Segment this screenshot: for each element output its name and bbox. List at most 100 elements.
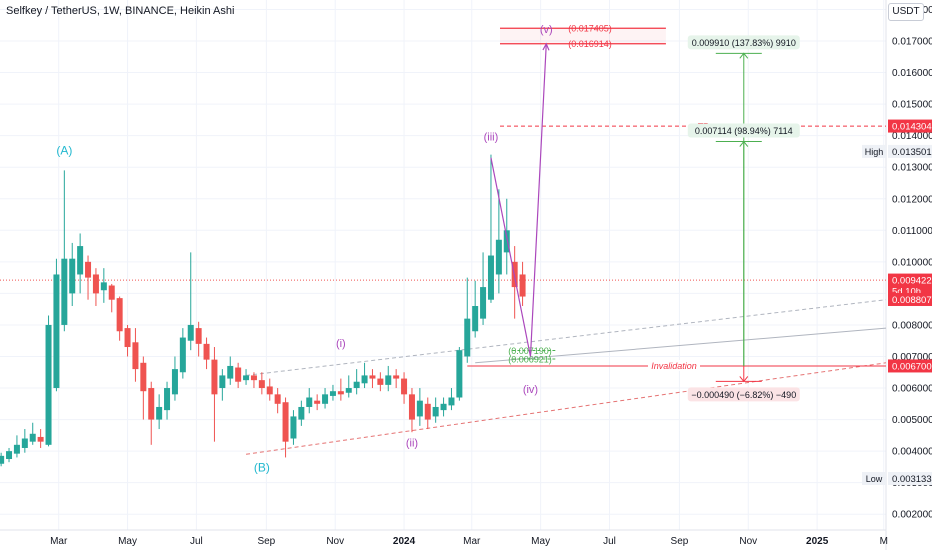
currency-unit-button[interactable]: USDT	[888, 3, 924, 21]
x-tick-label: May	[118, 536, 137, 547]
candle-body	[329, 391, 336, 396]
candle-body	[124, 328, 131, 348]
candle-body	[21, 438, 28, 448]
candle-body	[401, 378, 408, 395]
x-tick-label: Nov	[326, 536, 344, 547]
y-tick-label: 0.016000	[892, 68, 932, 79]
y-tick-label: 0.014000	[892, 131, 932, 142]
candle-body	[211, 359, 218, 395]
candle-body	[472, 306, 479, 332]
candle-body	[243, 375, 250, 381]
candle-body	[424, 403, 431, 420]
target-zone	[499, 28, 666, 44]
y-tick-label: 0.008000	[892, 320, 932, 331]
price-label-bg	[888, 292, 932, 306]
buy-zone-upper-label: (0.007190)	[508, 346, 552, 356]
candle-body	[448, 397, 455, 406]
wave-label-sub: (ii)	[406, 437, 418, 449]
measure-label: 0.009910 (137.83%) 9910	[692, 38, 796, 48]
x-tick-label: Mar	[463, 536, 481, 547]
candle-body	[337, 391, 344, 395]
candle-body	[282, 402, 289, 442]
projection-arrow-head	[542, 42, 550, 51]
low-tag-bg	[862, 471, 886, 485]
candle-body	[519, 274, 526, 297]
target-zone-lower-label: (0.016914)	[568, 39, 612, 49]
x-tick-label: May	[531, 536, 550, 547]
candle-body	[416, 400, 423, 417]
price-label: 0.009422	[892, 276, 932, 287]
candle-body	[456, 350, 463, 398]
price-label: 0.008807	[892, 295, 932, 306]
candle-body	[385, 375, 392, 385]
channel-mid-line	[475, 327, 887, 364]
buy-zone-lower-label: (0.006921)	[508, 354, 552, 364]
x-tick-label: Sep	[257, 536, 275, 547]
candle-body	[148, 388, 155, 420]
candle-body	[353, 381, 360, 389]
measure-label-bg	[687, 387, 800, 402]
x-tick-label: Nov	[739, 536, 757, 547]
price-label: 5d 10h	[892, 286, 921, 297]
candle-body	[195, 328, 202, 344]
y-tick-label: 0.002000	[892, 510, 932, 521]
measure-label: −0.000490 (−6.82%) −490	[691, 390, 796, 400]
candle-body	[100, 282, 107, 291]
candle-body	[377, 378, 384, 385]
candle-body	[0, 455, 5, 464]
candle-body	[13, 444, 20, 454]
candle-body	[322, 394, 329, 404]
candle-body	[408, 394, 415, 420]
y-tick-label: 0.017000	[892, 37, 932, 48]
candle-body	[464, 318, 471, 357]
x-tick-label: Jul	[190, 536, 203, 547]
y-tick-label: 0.004000	[892, 447, 932, 458]
y-tick-label: 0.006000	[892, 384, 932, 395]
measure-label-bg	[687, 35, 800, 50]
candle-body	[69, 258, 76, 294]
y-tick-label: 0.007000	[892, 352, 932, 363]
invalidation-label: Invalidation	[651, 361, 697, 371]
candle-body	[258, 380, 265, 389]
measure-arrow	[739, 376, 749, 383]
price-label-bg	[888, 273, 932, 287]
candle-body	[432, 406, 439, 417]
x-tick-label: Jul	[603, 536, 616, 547]
wave-label-sub: (v)	[540, 24, 553, 36]
price-label-bg	[888, 359, 932, 373]
candle-body	[227, 365, 234, 379]
candle-body	[53, 274, 60, 389]
candle-body	[298, 406, 305, 420]
chart-title: Selfkey / TetherUS, 1W, BINANCE, Heikin …	[6, 5, 235, 17]
measure-arrow	[739, 52, 749, 59]
candle-body	[440, 403, 447, 411]
candle-body	[29, 433, 36, 442]
candle-body	[290, 416, 297, 439]
candle-body	[179, 337, 186, 373]
wave-label-sub: (i)	[336, 338, 346, 350]
candle-body	[77, 246, 84, 275]
price-label: 0.014304	[892, 122, 932, 133]
candle-body	[116, 298, 123, 332]
candle-body	[487, 255, 494, 300]
x-tick-label: M	[880, 536, 888, 547]
y-tick-label: 0.013000	[892, 163, 932, 174]
price-label-bg	[888, 119, 932, 133]
high-tag-bg	[862, 144, 886, 158]
y-tick-label: 0.010000	[892, 257, 932, 268]
candle-body	[108, 285, 115, 300]
candle-body	[187, 324, 194, 341]
candle-body	[156, 406, 163, 420]
measure-label: 0.007114 (98.94%) 7114	[695, 126, 793, 136]
x-tick-label: 2024	[393, 536, 416, 547]
candle-body	[274, 394, 281, 404]
candle-body	[45, 324, 52, 445]
low-tag: Low	[866, 474, 883, 484]
high-value: 0.013501	[892, 147, 932, 158]
candle-body	[203, 343, 210, 360]
channel-upper-line	[245, 299, 887, 376]
x-tick-label: 2025	[806, 536, 829, 547]
measure-arrow	[739, 140, 749, 147]
y-tick-label: 0.015000	[892, 100, 932, 111]
